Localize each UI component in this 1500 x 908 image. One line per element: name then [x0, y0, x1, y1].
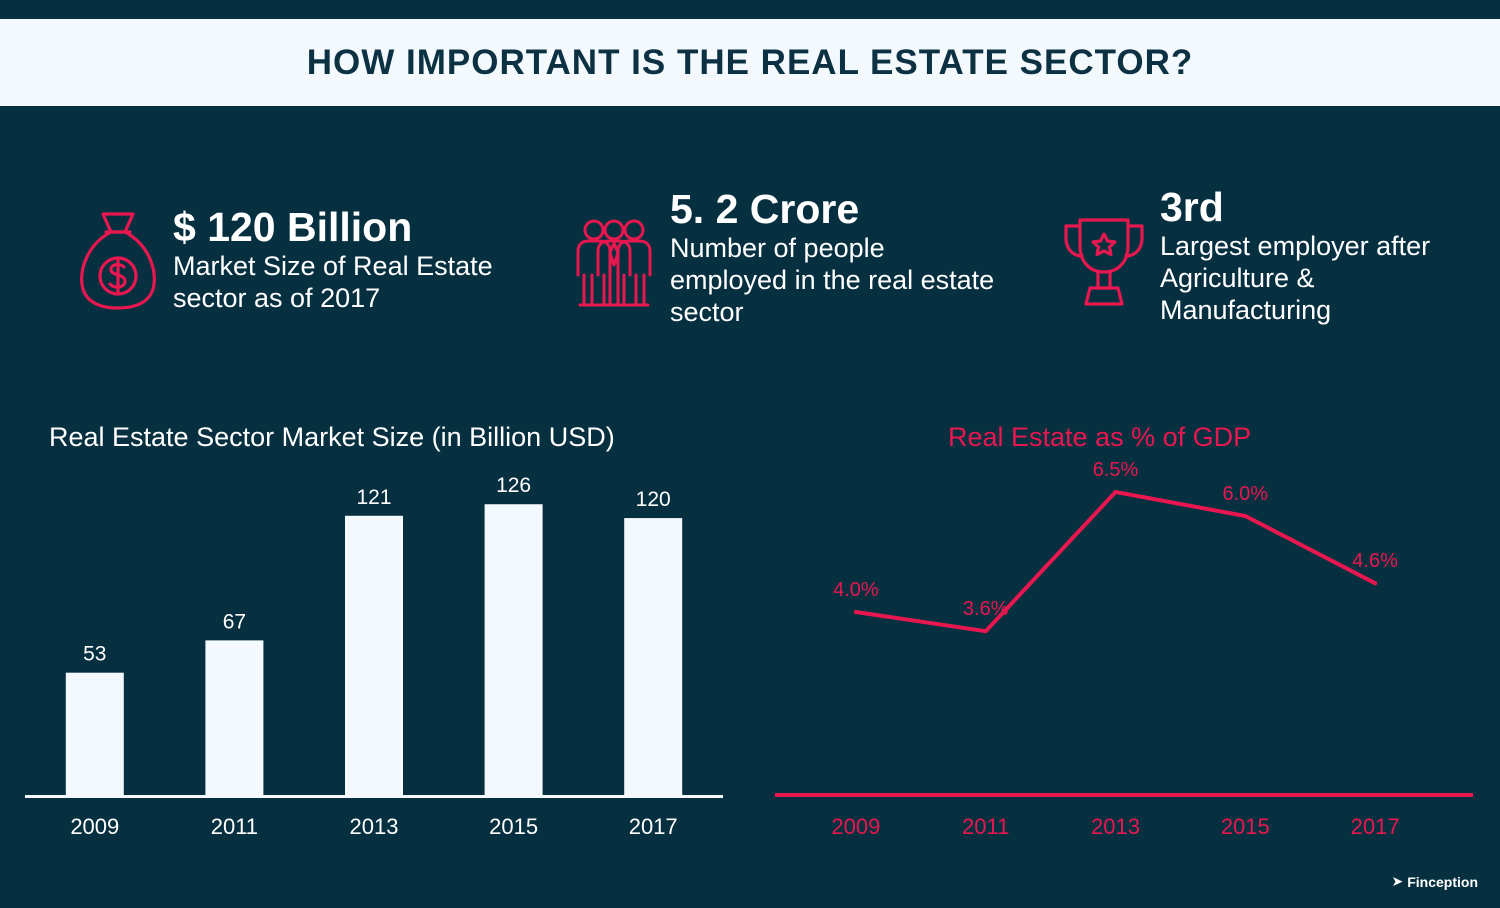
x-tick-label: 2015: [489, 814, 538, 839]
stat-employer-rank: 3rd Largest employer after Agriculture &…: [1160, 184, 1480, 326]
bar: [624, 518, 683, 795]
bar-data-label: 121: [356, 486, 391, 509]
stat-description: Market Size of Real Estate sector as of …: [173, 251, 493, 313]
stat-value: $ 120 Billion: [173, 204, 413, 250]
bar-data-label: 120: [636, 488, 671, 511]
stat-value: 5. 2 Crore: [670, 186, 860, 232]
x-tick-label: 2009: [831, 814, 880, 839]
x-tick-label: 2013: [1091, 814, 1140, 839]
line-point: [983, 629, 988, 634]
line-data-label: 4.6%: [1352, 550, 1398, 572]
header-banner: HOW IMPORTANT IS THE REAL ESTATE SECTOR?: [0, 19, 1500, 106]
stat-description: Number of people employed in the real es…: [670, 233, 995, 327]
line-data-label: 6.0%: [1223, 483, 1269, 505]
x-tick-label: 2009: [70, 814, 119, 839]
bar-data-label: 67: [223, 610, 246, 633]
stat-employment: 5. 2 Crore Number of people employed in …: [670, 186, 1000, 328]
x-tick-label: 2013: [350, 814, 399, 839]
line-chart-title: Real Estate as % of GDP: [948, 422, 1252, 452]
line-data-label: 3.6%: [963, 598, 1009, 620]
line-point: [853, 610, 858, 614]
people-group-icon: [576, 219, 652, 307]
x-tick-label: 2017: [629, 814, 678, 839]
line-point: [1243, 514, 1248, 518]
x-tick-label: 2017: [1351, 814, 1400, 839]
bird-icon: ➤: [1391, 873, 1404, 889]
brand-name: Finception: [1407, 873, 1478, 890]
page-title: HOW IMPORTANT IS THE REAL ESTATE SECTOR?: [306, 42, 1194, 82]
gdp-line-series: [853, 490, 1378, 634]
line-data-label: 6.5%: [1093, 459, 1139, 481]
stat-market-size: $ 120 Billion Market Size of Real Estate…: [173, 204, 533, 314]
x-tick-label: 2011: [962, 814, 1009, 839]
bar-data-label: 126: [496, 474, 531, 497]
money-bag-icon: [80, 212, 156, 310]
bar: [484, 504, 543, 795]
x-tick-label: 2015: [1221, 814, 1270, 839]
x-axis-line: [775, 793, 1473, 797]
x-tick-label: 2011: [211, 814, 258, 839]
line-point: [1113, 490, 1118, 494]
bar: [345, 515, 403, 795]
stat-value: 3rd: [1160, 184, 1224, 230]
line-data-label: 4.0%: [833, 579, 879, 601]
line-point: [1373, 581, 1378, 586]
bar-data-label: 53: [83, 643, 106, 666]
brand-logo: ➤ Finception: [1391, 873, 1478, 890]
stat-description: Largest employer after Agriculture & Man…: [1160, 231, 1431, 325]
bar: [65, 672, 124, 795]
trophy-icon: [1064, 218, 1144, 306]
x-axis-line: [25, 795, 723, 798]
bar-chart-title: Real Estate Sector Market Size (in Billi…: [49, 422, 615, 452]
bar: [205, 640, 264, 795]
